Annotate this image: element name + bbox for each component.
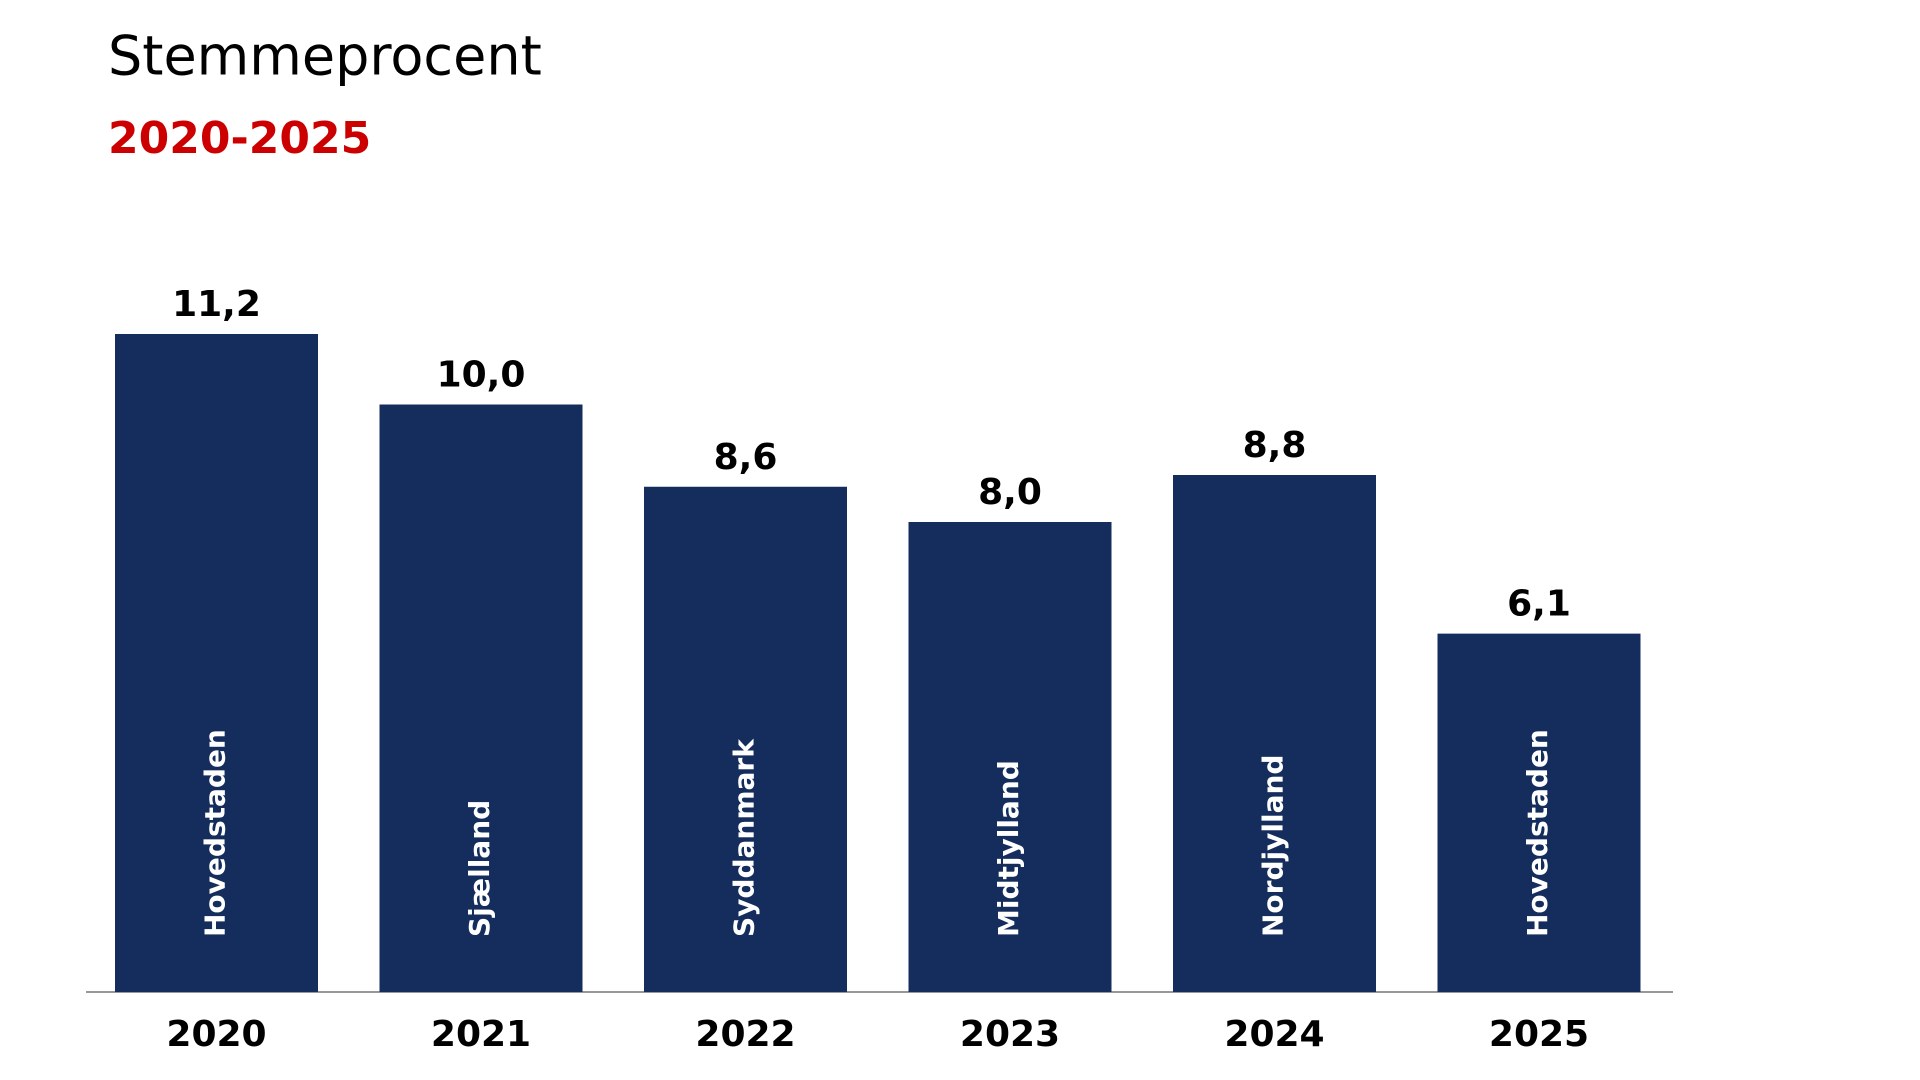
bar-label: Hovedstaden xyxy=(1521,729,1554,937)
x-tick-label: 2024 xyxy=(1224,1014,1324,1055)
x-tick-label: 2022 xyxy=(695,1014,795,1055)
value-label: 10,0 xyxy=(437,355,526,396)
chart-subtitle: 2020-2025 xyxy=(108,113,371,164)
bar xyxy=(115,334,318,992)
bar xyxy=(908,522,1112,992)
bar-label: Sjælland xyxy=(463,800,496,937)
x-tick-label: 2021 xyxy=(431,1014,531,1055)
x-tick-label: 2020 xyxy=(166,1014,266,1055)
value-label: 8,6 xyxy=(714,437,778,478)
bar xyxy=(1437,633,1641,992)
chart-title: Stemmeprocent xyxy=(108,25,542,88)
value-label: 11,2 xyxy=(172,284,261,325)
value-label: 8,8 xyxy=(1243,425,1307,466)
bar xyxy=(644,486,847,992)
bar xyxy=(1173,475,1376,992)
bar-label: Midtjylland xyxy=(992,760,1025,937)
value-label: 8,0 xyxy=(978,472,1042,513)
bar-label: Hovedstaden xyxy=(199,729,232,937)
x-tick-label: 2023 xyxy=(960,1014,1060,1055)
bar xyxy=(379,404,583,992)
bar-label: Syddanmark xyxy=(728,738,761,937)
bar-label: Nordjylland xyxy=(1257,755,1290,937)
x-tick-label: 2025 xyxy=(1489,1014,1589,1055)
value-label: 6,1 xyxy=(1507,584,1571,625)
